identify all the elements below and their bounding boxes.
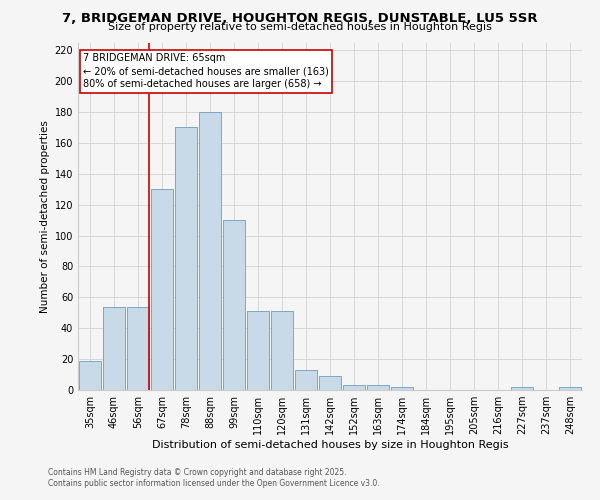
Bar bbox=[367, 386, 389, 390]
Bar bbox=[79, 360, 101, 390]
Bar bbox=[391, 387, 413, 390]
Text: Contains HM Land Registry data © Crown copyright and database right 2025.
Contai: Contains HM Land Registry data © Crown c… bbox=[48, 468, 380, 487]
Text: Size of property relative to semi-detached houses in Houghton Regis: Size of property relative to semi-detach… bbox=[108, 22, 492, 32]
Bar bbox=[559, 387, 581, 390]
Bar bbox=[343, 386, 365, 390]
Bar bbox=[175, 128, 197, 390]
Text: 7, BRIDGEMAN DRIVE, HOUGHTON REGIS, DUNSTABLE, LU5 5SR: 7, BRIDGEMAN DRIVE, HOUGHTON REGIS, DUNS… bbox=[62, 12, 538, 26]
Bar bbox=[127, 306, 149, 390]
Bar bbox=[199, 112, 221, 390]
Bar bbox=[247, 311, 269, 390]
Bar bbox=[151, 189, 173, 390]
Bar bbox=[271, 311, 293, 390]
Bar bbox=[295, 370, 317, 390]
Text: 7 BRIDGEMAN DRIVE: 65sqm
← 20% of semi-detached houses are smaller (163)
80% of : 7 BRIDGEMAN DRIVE: 65sqm ← 20% of semi-d… bbox=[83, 53, 329, 90]
Bar bbox=[319, 376, 341, 390]
Bar bbox=[103, 306, 125, 390]
X-axis label: Distribution of semi-detached houses by size in Houghton Regis: Distribution of semi-detached houses by … bbox=[152, 440, 508, 450]
Bar bbox=[511, 387, 533, 390]
Bar bbox=[223, 220, 245, 390]
Y-axis label: Number of semi-detached properties: Number of semi-detached properties bbox=[40, 120, 50, 312]
